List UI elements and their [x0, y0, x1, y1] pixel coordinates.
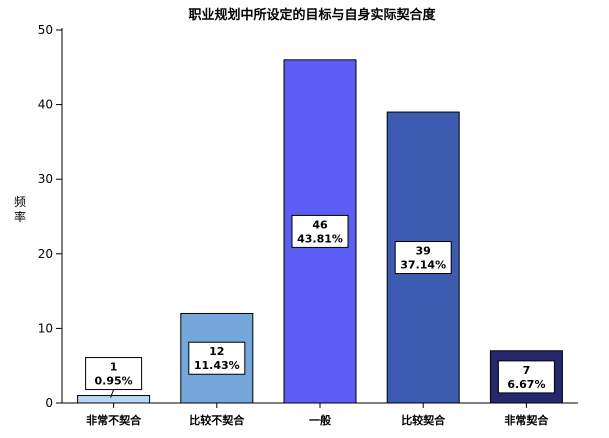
data-label-count: 12 [209, 345, 224, 358]
data-label-count: 46 [312, 218, 328, 231]
category-labels: 非常不契合 比较不契合 一般 比较契合 非常契合 [86, 403, 549, 427]
chart-title: 职业规划中所设定的目标与自身实际契合度 [188, 7, 436, 23]
bar [77, 395, 151, 404]
data-label: 10.95% [85, 357, 143, 398]
y-tick-label: 30 [38, 172, 53, 186]
data-label-box [497, 360, 555, 394]
y-axis-label: 频率 [14, 195, 26, 224]
data-label-percent: 6.67% [507, 378, 545, 391]
y-tick-label: 20 [38, 247, 53, 261]
category-label: 非常契合 [504, 413, 549, 427]
data-label: 76.67% [497, 360, 555, 394]
data-label-count: 1 [110, 361, 118, 374]
data-label-count: 7 [523, 364, 531, 377]
y-axis-title: 频率 [14, 195, 26, 224]
y-tick-label: 50 [38, 23, 53, 37]
data-label-percent: 37.14% [400, 259, 446, 272]
data-label-percent: 11.43% [194, 359, 240, 372]
data-label-box [85, 357, 143, 391]
category-label: 比较不契合 [189, 413, 245, 427]
category-label: 非常不契合 [86, 413, 142, 427]
y-ticks: 0 10 20 30 40 50 [38, 23, 62, 410]
label-leader [110, 389, 115, 398]
data-label-box [291, 214, 349, 248]
y-tick-label: 40 [38, 98, 53, 112]
data-label-percent: 43.81% [297, 232, 343, 245]
y-tick-label: 0 [45, 396, 53, 410]
data-label-box [188, 341, 246, 375]
data-label-percent: 0.95% [95, 375, 133, 388]
y-tick-label: 10 [38, 321, 53, 335]
category-label: 比较契合 [401, 413, 446, 427]
data-label-box [394, 241, 452, 275]
category-label: 一般 [309, 413, 331, 427]
data-label-count: 39 [416, 245, 431, 258]
